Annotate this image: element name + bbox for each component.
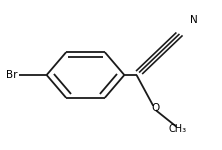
Text: Br: Br — [6, 70, 18, 80]
Text: O: O — [151, 103, 160, 113]
Text: CH₃: CH₃ — [168, 124, 187, 134]
Text: N: N — [190, 15, 198, 25]
